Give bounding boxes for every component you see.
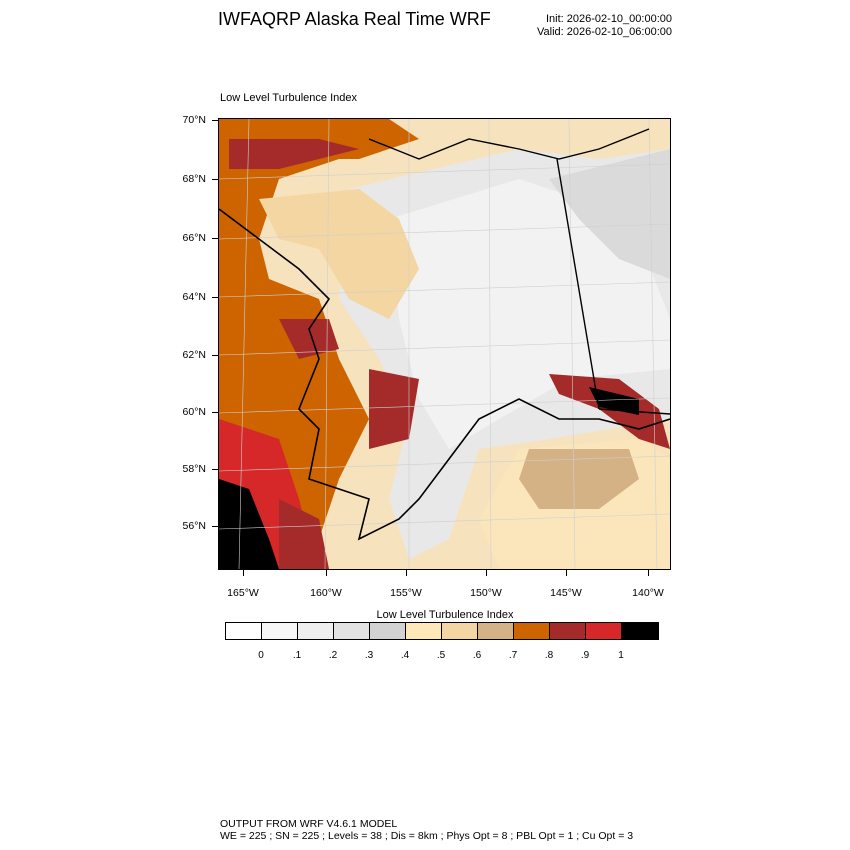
model-config: WE = 225 ; SN = 225 ; Levels = 38 ; Dis … (220, 830, 634, 842)
colorbar-title: Low Level Turbulence Index (376, 609, 514, 621)
lat-tick (212, 412, 218, 413)
extreme-turbulence-southwest (219, 479, 279, 569)
lon-tick (326, 570, 327, 576)
very-high-turbulence-interior (369, 369, 419, 449)
colorbar-swatch (298, 623, 334, 639)
colorbar-label: .3 (364, 650, 374, 661)
very-high-turbulence-southwest (279, 499, 329, 569)
very-high-turbulence-east (549, 374, 670, 449)
very-low-turbulence-region (389, 179, 670, 449)
lon-label-165: 165°W (227, 587, 259, 599)
colorbar-swatch (478, 623, 514, 639)
init-time: Init: 2026-02-10_00:00:00 (546, 13, 672, 25)
very-high-turbulence-west (279, 319, 339, 359)
lat-label-56: 56°N (182, 520, 206, 532)
colorbar-label: 1 (618, 650, 624, 661)
lat-tick (212, 355, 218, 356)
lon-tick (243, 570, 244, 576)
colorbar-label: 0 (258, 650, 264, 661)
lon-tick (648, 570, 649, 576)
lat-tick (212, 120, 218, 121)
colorbar-label: .2 (328, 650, 338, 661)
colorbar-label: .8 (544, 650, 554, 661)
lon-label-145: 145°W (550, 587, 582, 599)
colorbar-label: .4 (400, 650, 410, 661)
lat-label-66: 66°N (182, 232, 206, 244)
colorbar-label: .7 (508, 650, 518, 661)
coastline (219, 208, 670, 541)
lat-tick (212, 179, 218, 180)
lat-label-58: 58°N (182, 463, 206, 475)
lat-tick (212, 238, 218, 239)
colorbar-swatch (226, 623, 262, 639)
lat-tick (212, 297, 218, 298)
graticule (219, 119, 670, 569)
lat-label-70: 70°N (182, 114, 206, 126)
colorbar-swatch (406, 623, 442, 639)
lon-label-155: 155°W (390, 587, 422, 599)
gulf-tan-patch (519, 449, 639, 509)
lat-label-62: 62°N (182, 349, 206, 361)
northeast-gray-region (549, 149, 670, 279)
lat-label-68: 68°N (182, 173, 206, 185)
north-coastline (368, 128, 650, 160)
lon-tick (486, 570, 487, 576)
lat-label-64: 64°N (182, 291, 206, 303)
lon-label-150: 150°W (470, 587, 502, 599)
lon-tick (566, 570, 567, 576)
colorbar-label: .1 (292, 650, 302, 661)
extreme-turbulence-east (589, 387, 639, 415)
colorbar-swatch (586, 623, 622, 639)
colorbar-swatch (262, 623, 298, 639)
plot-title: IWFAQRP Alaska Real Time WRF (218, 9, 491, 29)
colorbar-swatch (442, 623, 478, 639)
canada-border (556, 158, 600, 410)
colorbar-swatch (334, 623, 370, 639)
lon-label-140: 140°W (632, 587, 664, 599)
colorbar-label: .9 (580, 650, 590, 661)
valid-time: Valid: 2026-02-10_06:00:00 (537, 26, 672, 38)
lat-tick (212, 526, 218, 527)
colorbar-swatch (514, 623, 550, 639)
very-high-turbulence-north (229, 139, 359, 169)
colorbar-label: .5 (436, 650, 446, 661)
colorbar-label: .6 (472, 650, 482, 661)
lon-tick (406, 570, 407, 576)
colorbar-swatch (622, 623, 658, 639)
map-title: Low Level Turbulence Index (220, 92, 357, 104)
lat-label-60: 60°N (182, 406, 206, 418)
colorbar (225, 622, 659, 640)
lat-tick (212, 469, 218, 470)
turbulence-map (218, 118, 671, 570)
model-info: OUTPUT FROM WRF V4.6.1 MODEL (220, 818, 398, 830)
colorbar-swatch (370, 623, 406, 639)
colorbar-swatch (550, 623, 586, 639)
map-canvas (219, 119, 670, 569)
southeast-border (598, 408, 670, 415)
moderate-turbulence-interior (259, 189, 419, 319)
lon-label-160: 160°W (310, 587, 342, 599)
